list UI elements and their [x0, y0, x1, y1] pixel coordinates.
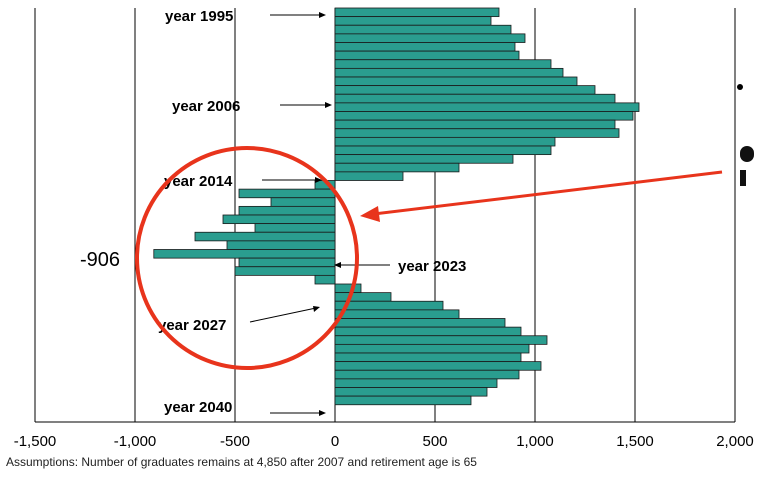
- x-tick-labels: -1,500 -1,000 -500 0 500 1,000 1,500 2,000: [14, 433, 754, 450]
- bar-2036: [334, 361, 542, 371]
- bar-2027: [334, 283, 362, 294]
- bar-2038: [334, 378, 498, 388]
- bar-2009: [334, 128, 620, 138]
- bar-2018: [238, 205, 336, 216]
- annotation-year-2014: year 2014: [164, 173, 233, 190]
- highlight-arrowhead: [360, 206, 380, 222]
- arrowhead-2014: [315, 177, 322, 183]
- bar-2022: [226, 240, 336, 250]
- bar-2032: [334, 326, 522, 337]
- bar-2003: [334, 76, 578, 87]
- cropped-glyph-2: [740, 170, 746, 186]
- bar-2025: [234, 266, 336, 276]
- bar-2030: [334, 309, 460, 319]
- bars-group: [153, 7, 640, 406]
- bar-2013: [334, 162, 460, 173]
- bar-2011: [334, 145, 552, 156]
- bar-1998: [334, 33, 526, 43]
- annotation-year-1995: year 1995: [165, 8, 233, 25]
- x-tick-label: 500: [422, 433, 447, 450]
- bar-2037: [334, 369, 520, 380]
- bar-2014: [334, 171, 404, 181]
- bar-2040: [334, 395, 472, 406]
- arrow-2027: [249, 307, 317, 323]
- bar-2017: [270, 197, 336, 207]
- cropped-glyph-1: [740, 146, 754, 162]
- bar-2004: [334, 85, 596, 95]
- bar-2033: [334, 335, 548, 345]
- arrowhead-2006: [325, 102, 332, 108]
- arrowhead-2023: [334, 262, 341, 268]
- x-tick-label: 0: [331, 433, 339, 450]
- arrowhead-2027: [313, 306, 320, 312]
- bar-2028: [334, 292, 392, 302]
- bar-2034: [334, 343, 530, 354]
- bar-2012: [334, 154, 514, 164]
- arrowhead-2040: [319, 410, 326, 416]
- highlight-circle: [135, 146, 359, 370]
- footnote: Assumptions: Number of graduates remains…: [6, 455, 477, 469]
- highlight-arrow: [373, 170, 723, 216]
- arrowhead-1995: [319, 12, 326, 18]
- bar-2023: [153, 249, 336, 259]
- annotation-year-2040: year 2040: [164, 399, 232, 416]
- bar-2035: [334, 352, 522, 363]
- bar-2008: [334, 119, 616, 130]
- min-value-label: -906: [80, 249, 120, 271]
- bar-1996: [334, 16, 492, 26]
- x-tick-label: -1,500: [14, 433, 57, 450]
- annotation-year-2006: year 2006: [172, 98, 240, 115]
- bar-2020: [254, 223, 336, 233]
- annotation-year-2023: year 2023: [398, 258, 466, 275]
- x-tick-label: 2,000: [716, 433, 754, 450]
- x-tick-label: 1,000: [516, 433, 554, 450]
- bar-2006: [334, 102, 640, 112]
- bar-2001: [334, 59, 552, 69]
- bar-2031: [334, 318, 506, 328]
- bar-1999: [334, 42, 516, 52]
- bar-1997: [334, 24, 512, 35]
- x-tick-label: -1,000: [114, 433, 157, 450]
- bar-2039: [334, 387, 488, 397]
- bar-2007: [334, 111, 634, 121]
- bar-2000: [334, 50, 520, 61]
- x-tick-label: -500: [220, 433, 250, 450]
- bar-2010: [334, 136, 556, 147]
- bar-2002: [334, 67, 564, 78]
- bar-2024: [238, 257, 336, 268]
- bar-2029: [334, 300, 444, 311]
- annotation-year-2027: year 2027: [158, 317, 226, 334]
- bar-2005: [334, 93, 616, 104]
- bar-2021: [194, 231, 336, 242]
- bullet-icon: [737, 84, 743, 90]
- bar-1995: [334, 7, 500, 18]
- bar-2026: [314, 274, 336, 285]
- bar-2016: [238, 188, 336, 199]
- bar-2019: [222, 214, 336, 225]
- x-tick-label: 1,500: [616, 433, 654, 450]
